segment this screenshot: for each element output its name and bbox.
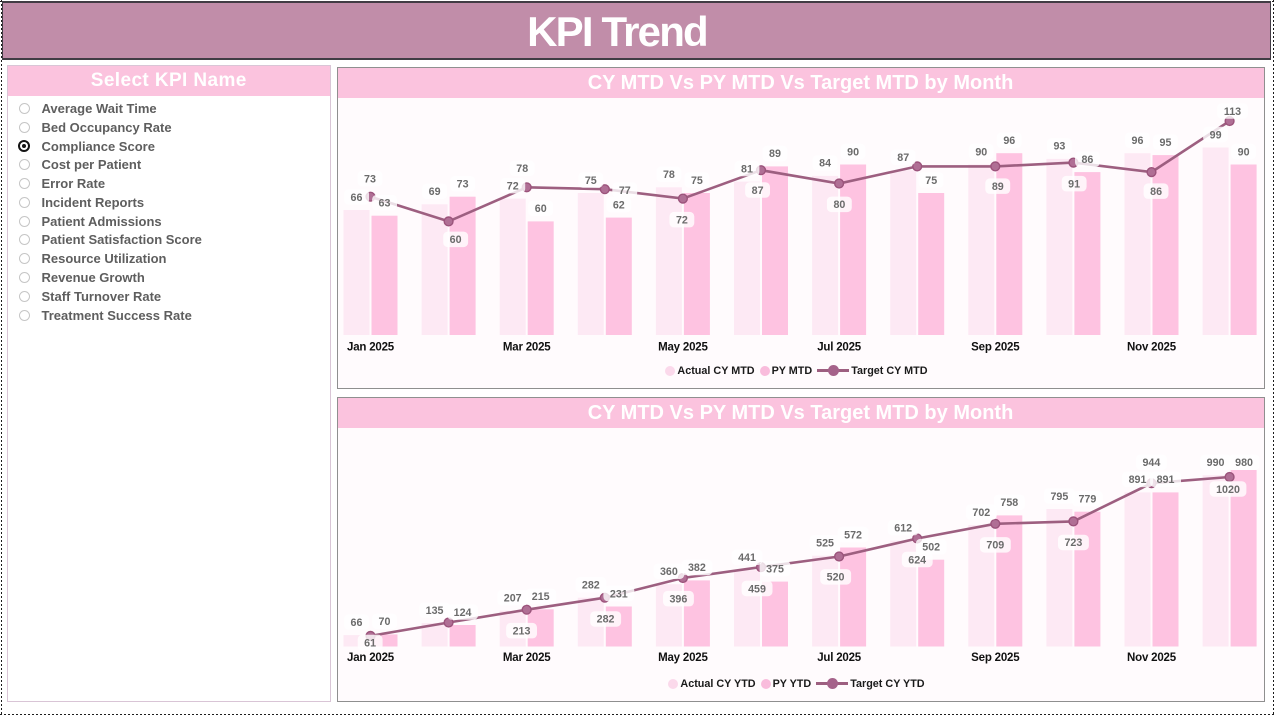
svg-text:779: 779: [1078, 494, 1096, 506]
svg-text:113: 113: [1224, 106, 1241, 118]
svg-text:Jan 2025: Jan 2025: [347, 652, 395, 664]
svg-text:60: 60: [535, 203, 547, 215]
svg-text:Jul 2025: Jul 2025: [817, 342, 862, 354]
svg-text:72: 72: [507, 180, 519, 192]
svg-text:891: 891: [1129, 474, 1147, 486]
svg-text:572: 572: [844, 529, 862, 541]
svg-text:Nov 2025: Nov 2025: [1127, 652, 1177, 664]
svg-text:795: 795: [1050, 491, 1068, 503]
svg-text:99: 99: [1210, 129, 1222, 141]
svg-text:207: 207: [504, 593, 522, 605]
svg-text:215: 215: [532, 591, 550, 603]
svg-text:86: 86: [1150, 186, 1162, 198]
svg-text:502: 502: [922, 542, 940, 554]
svg-text:69: 69: [429, 186, 441, 198]
svg-text:612: 612: [894, 522, 912, 534]
svg-text:90: 90: [1238, 146, 1250, 158]
svg-text:459: 459: [748, 583, 766, 595]
svg-text:Mar 2025: Mar 2025: [503, 652, 551, 664]
svg-text:Jul 2025: Jul 2025: [817, 652, 862, 664]
svg-text:709: 709: [986, 540, 1004, 552]
svg-text:382: 382: [688, 562, 706, 574]
svg-text:525: 525: [816, 538, 834, 550]
svg-text:441: 441: [738, 552, 756, 564]
svg-text:66: 66: [351, 617, 363, 629]
svg-text:60: 60: [450, 234, 462, 246]
svg-text:90: 90: [975, 146, 987, 158]
svg-text:396: 396: [669, 594, 687, 606]
svg-text:Jan 2025: Jan 2025: [347, 342, 395, 354]
svg-text:78: 78: [663, 169, 675, 181]
svg-text:75: 75: [585, 175, 597, 187]
svg-text:96: 96: [1132, 135, 1144, 147]
svg-text:70: 70: [379, 616, 391, 628]
svg-text:90: 90: [847, 146, 859, 158]
svg-text:66: 66: [351, 192, 363, 204]
svg-text:89: 89: [992, 181, 1004, 193]
svg-text:73: 73: [364, 173, 376, 185]
svg-text:980: 980: [1235, 457, 1253, 469]
svg-text:93: 93: [1053, 141, 1065, 153]
svg-text:75: 75: [691, 175, 703, 187]
svg-text:May 2025: May 2025: [658, 342, 708, 354]
svg-text:63: 63: [379, 198, 391, 210]
svg-text:72: 72: [676, 214, 688, 226]
svg-text:77: 77: [619, 185, 631, 197]
svg-text:944: 944: [1142, 457, 1160, 469]
svg-text:135: 135: [426, 605, 444, 617]
svg-text:624: 624: [908, 554, 926, 566]
svg-text:87: 87: [897, 152, 909, 164]
svg-text:78: 78: [516, 163, 528, 175]
svg-text:758: 758: [1000, 497, 1018, 509]
svg-text:702: 702: [972, 507, 990, 519]
svg-text:96: 96: [1003, 135, 1015, 147]
svg-text:124: 124: [454, 607, 472, 619]
svg-text:282: 282: [597, 614, 615, 626]
svg-text:891: 891: [1157, 474, 1175, 486]
svg-text:Mar 2025: Mar 2025: [503, 342, 551, 354]
svg-text:282: 282: [582, 580, 600, 592]
svg-text:73: 73: [457, 179, 469, 191]
svg-text:723: 723: [1064, 537, 1082, 549]
svg-text:89: 89: [769, 148, 781, 160]
svg-text:86: 86: [1081, 154, 1093, 166]
svg-text:81: 81: [741, 163, 753, 175]
svg-text:360: 360: [660, 566, 678, 578]
svg-text:Nov 2025: Nov 2025: [1127, 342, 1177, 354]
svg-text:990: 990: [1207, 457, 1225, 469]
svg-text:May 2025: May 2025: [658, 652, 708, 664]
svg-text:91: 91: [1068, 178, 1080, 190]
svg-text:62: 62: [613, 199, 625, 211]
svg-text:231: 231: [610, 588, 628, 600]
svg-text:213: 213: [513, 626, 531, 638]
svg-text:80: 80: [833, 199, 845, 211]
svg-text:520: 520: [827, 572, 845, 584]
svg-text:61: 61: [364, 637, 376, 649]
svg-text:95: 95: [1160, 137, 1172, 149]
svg-text:84: 84: [819, 158, 831, 170]
svg-text:375: 375: [766, 563, 784, 575]
svg-text:1020: 1020: [1216, 484, 1240, 496]
svg-text:75: 75: [925, 175, 937, 187]
svg-text:Sep 2025: Sep 2025: [971, 342, 1020, 354]
svg-text:87: 87: [752, 185, 764, 197]
svg-text:Sep 2025: Sep 2025: [971, 652, 1020, 664]
